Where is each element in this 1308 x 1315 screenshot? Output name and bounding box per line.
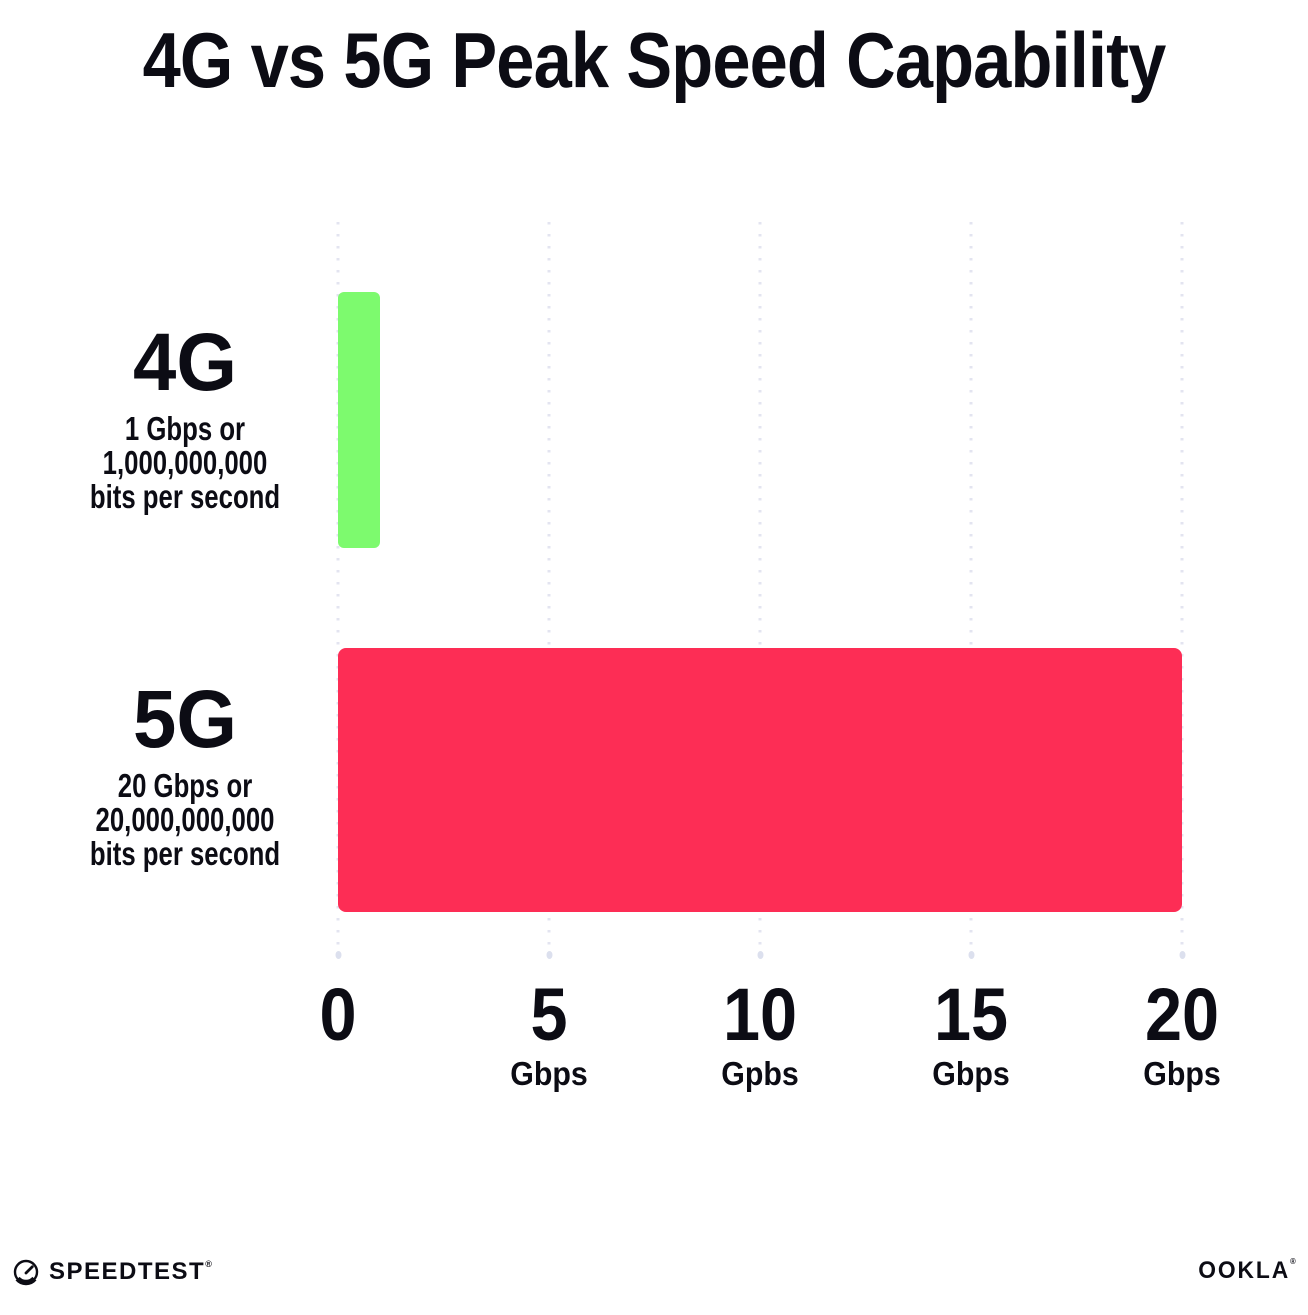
plot-area	[336, 222, 1184, 955]
registered-trademark-symbol: ®	[1290, 1257, 1298, 1266]
x-tick: 15 Gbps	[929, 978, 1013, 1092]
x-tick: 0	[317, 978, 358, 1092]
x-tick: 20 Gbps	[1140, 978, 1224, 1092]
x-tick-unit: Gbps	[1143, 1055, 1221, 1092]
bar-4g	[338, 292, 381, 548]
x-tick-unit: Gpbs	[721, 1055, 799, 1092]
gridline	[336, 222, 340, 955]
sublabel-line: bits per second	[89, 835, 281, 872]
x-tick: 10 Gpbs	[718, 978, 802, 1092]
x-tick-value: 15	[933, 973, 1009, 1056]
category-label-4g: 4G	[133, 317, 237, 408]
x-tick-unit: Gbps	[510, 1055, 588, 1092]
sublabel-line: 1 Gbps or	[124, 410, 246, 447]
x-tick-unit: Gbps	[932, 1055, 1010, 1092]
sublabel-line: 20,000,000,000	[95, 801, 275, 838]
category-sublabel-4g: 1 Gbps or 1,000,000,000 bits per second	[72, 412, 298, 514]
sublabel-line: 1,000,000,000	[102, 444, 268, 481]
speedtest-logo: SPEEDTEST®	[12, 1256, 212, 1288]
category-label-5g: 5G	[133, 674, 237, 765]
x-tick-value: 10	[722, 973, 798, 1056]
speedtest-wordmark: SPEEDTEST®	[49, 1258, 212, 1285]
x-axis: 0 5 Gbps 10 Gpbs 15 Gbps 20 Gbps	[319, 978, 1220, 1108]
x-tick-value: 0	[319, 973, 357, 1056]
chart-title: 4G vs 5G Peak Speed Capability	[142, 16, 1167, 104]
registered-trademark-symbol: ®	[205, 1259, 212, 1269]
gridline	[1180, 222, 1184, 955]
speedtest-gauge-icon	[13, 1259, 39, 1285]
sublabel-line: 20 Gbps or	[117, 767, 253, 804]
x-tick-value: 5	[530, 973, 568, 1056]
sublabel-line: bits per second	[89, 478, 281, 515]
gridline	[969, 222, 973, 955]
x-tick: 5 Gbps	[507, 978, 591, 1092]
row-label-4g: 4G 1 Gbps or 1,000,000,000 bits per seco…	[40, 322, 330, 514]
ookla-wordmark: OOKLA®	[1198, 1257, 1298, 1284]
gridline	[758, 222, 762, 955]
category-sublabel-5g: 20 Gbps or 20,000,000,000 bits per secon…	[72, 769, 298, 871]
x-tick-unit	[319, 1056, 357, 1092]
row-label-5g: 5G 20 Gbps or 20,000,000,000 bits per se…	[40, 679, 330, 871]
bar-5g	[338, 648, 1182, 912]
gridline	[547, 222, 551, 955]
x-tick-value: 20	[1144, 973, 1220, 1056]
ookla-logo: OOKLA®	[1193, 1258, 1298, 1283]
